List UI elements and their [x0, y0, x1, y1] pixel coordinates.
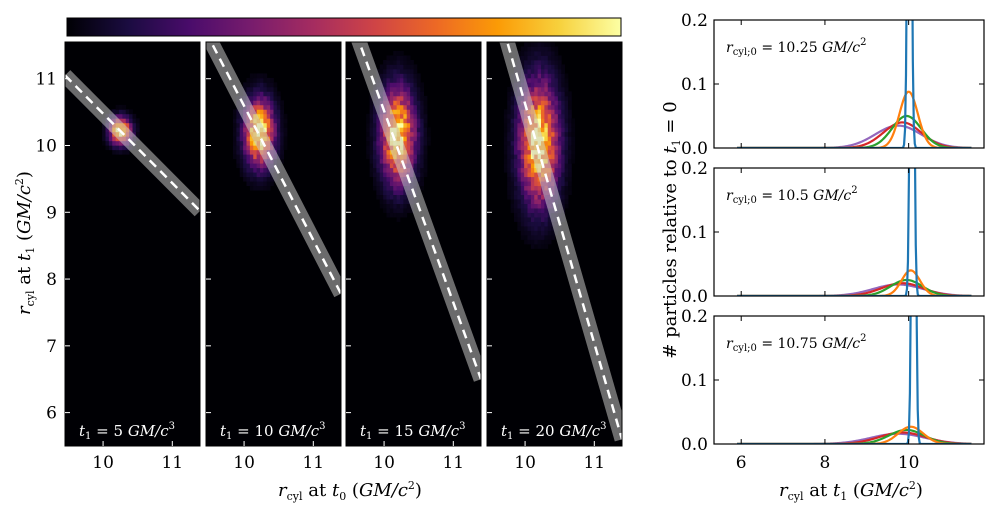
ridge-line: [505, 42, 622, 440]
y-tick-label: 0.0: [681, 139, 708, 159]
y-tick-label: 11: [35, 70, 57, 90]
x-tick-label: 6: [736, 453, 747, 473]
y-tick-label: 0.1: [681, 223, 708, 243]
panel-time-label: t1 = 20 GM/c3: [501, 421, 607, 442]
heatmap-panel-3: 10 11 t1 = 15 GM/c3: [345, 41, 482, 473]
heatmap-cells: [233, 73, 288, 191]
histogram-panel-1: 0.0 0.1 0.2 rcyl;0 = 10.25 GM/c2: [681, 11, 985, 159]
x-tick-label: 11: [302, 453, 324, 473]
panel-time-label: t1 = 5 GM/c3: [79, 421, 175, 442]
histogram-panel-2: 0.0 0.1 0.2 rcyl;0 = 10.5 GM/c2: [681, 159, 985, 307]
x-tick-label: 11: [583, 453, 605, 473]
x-tick-label: 11: [442, 453, 464, 473]
ridge-line: [65, 74, 200, 212]
colorbar: [66, 17, 622, 37]
panel-radius-label: rcyl;0 = 10.5 GM/c2: [726, 185, 858, 206]
ridge-line: [357, 42, 481, 380]
y-tick-label: 0.2: [681, 307, 708, 327]
y-tick-label: 0.1: [681, 75, 708, 95]
histogram-series-1: [737, 316, 972, 444]
heatmap-cells: [503, 42, 576, 249]
y-tick-label: 9: [46, 203, 57, 223]
panel-radius-label: rcyl;0 = 10.25 GM/c2: [726, 37, 867, 58]
y-tick-label: 6: [46, 404, 57, 424]
histogram-series-2: [737, 269, 972, 296]
y-tick-label: 0.0: [681, 435, 708, 455]
x-tick-label: 10: [373, 453, 395, 473]
x-tick-label: 10: [92, 453, 114, 473]
left-xlabel: rcyl at t0 (GM/c2): [278, 479, 422, 503]
right-ylabel: # particles relative to t1 = 0: [660, 101, 683, 358]
panel-time-label: t1 = 10 GM/c3: [220, 421, 326, 442]
heatmap-panel-4: 10 11 t1 = 20 GM/c3: [486, 41, 623, 473]
right-xlabel: rcyl at t1 (GM/c2): [779, 479, 923, 503]
ridge-line: [209, 42, 341, 295]
x-tick-label: 10: [233, 453, 255, 473]
heatmap-panels: 10 11 6 7 8 9 10 11 t1 = 5 GM/c3 10 11 t1 = 10 GM/c…: [35, 41, 623, 473]
histogram-series-2: [737, 425, 972, 444]
heatmap-panel-1: 10 11 6 7 8 9 10 11 t1 = 5 GM/c3: [35, 41, 201, 473]
histogram-panels: 0.0 0.1 0.2 rcyl;0 = 10.25 GM/c2 0.0 0.1 0.2 rc…: [681, 11, 985, 473]
colorbar-gradient: [66, 17, 622, 37]
y-tick-label: 0.0: [681, 287, 708, 307]
panel-radius-label: rcyl;0 = 10.75 GM/c2: [726, 333, 867, 354]
heatmap-panel-2: 10 11 t1 = 10 GM/c3: [205, 41, 342, 473]
y-tick-label: 10: [35, 137, 57, 157]
y-tick-label: 8: [46, 270, 57, 290]
x-tick-label: 11: [161, 453, 183, 473]
y-tick-label: 0.2: [681, 11, 708, 31]
histogram-series-3: [737, 114, 972, 148]
left-ylabel: rcyl at t1 (GM/c2): [13, 171, 37, 315]
histogram-panel-3: 6 8 10 0.0 0.1 0.2 rcyl;0 = 10.75 GM/c2: [681, 307, 985, 473]
y-tick-label: 0.1: [681, 371, 708, 391]
x-tick-label: 10: [898, 453, 920, 473]
x-tick-label: 8: [820, 453, 831, 473]
x-tick-label: 10: [514, 453, 536, 473]
y-tick-label: 0.2: [681, 159, 708, 179]
y-tick-label: 7: [46, 337, 57, 357]
panel-time-label: t1 = 15 GM/c3: [360, 421, 466, 442]
histogram-series-1: [737, 20, 972, 148]
histogram-series-2: [737, 90, 972, 148]
